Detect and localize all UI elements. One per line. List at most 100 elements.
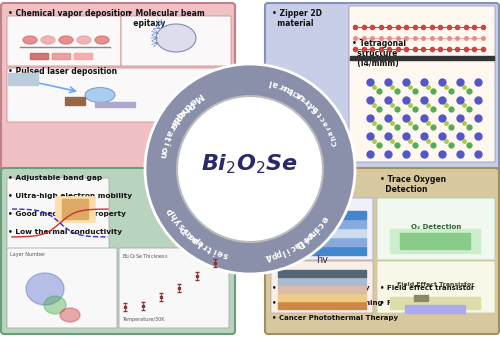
- Text: • Ultrafast spectroscopy: • Ultrafast spectroscopy: [272, 285, 370, 291]
- Bar: [390, 229, 480, 253]
- FancyBboxPatch shape: [349, 60, 495, 162]
- Text: a: a: [328, 129, 335, 136]
- Text: i: i: [306, 99, 311, 105]
- Text: t: t: [316, 111, 323, 117]
- Ellipse shape: [44, 296, 66, 314]
- FancyBboxPatch shape: [7, 68, 231, 122]
- Text: n: n: [308, 227, 318, 237]
- Text: s: s: [312, 224, 321, 233]
- Bar: [8, 73, 38, 85]
- Text: s: s: [222, 250, 229, 259]
- Text: a: a: [169, 117, 180, 127]
- FancyBboxPatch shape: [1, 168, 235, 334]
- Bar: [62, 199, 88, 219]
- Text: a: a: [272, 79, 280, 89]
- Text: l: l: [280, 247, 286, 256]
- Text: • Molecular beam: • Molecular beam: [128, 9, 205, 18]
- FancyBboxPatch shape: [271, 261, 373, 313]
- Text: a: a: [164, 128, 174, 137]
- Bar: [278, 229, 366, 237]
- Text: i: i: [292, 89, 298, 95]
- FancyBboxPatch shape: [271, 198, 373, 260]
- Text: e: e: [300, 233, 310, 244]
- Text: i: i: [160, 141, 170, 146]
- Text: Detection: Detection: [380, 185, 428, 194]
- Text: e: e: [188, 95, 198, 106]
- Text: d: d: [170, 114, 181, 124]
- Text: material: material: [272, 19, 314, 28]
- Text: t: t: [288, 86, 296, 95]
- Text: r: r: [302, 95, 311, 105]
- Text: p: p: [270, 250, 278, 260]
- Bar: [74, 53, 92, 59]
- Text: a: a: [190, 234, 200, 244]
- FancyBboxPatch shape: [377, 198, 495, 260]
- FancyBboxPatch shape: [7, 248, 117, 328]
- Text: i: i: [311, 225, 320, 234]
- Bar: [278, 247, 366, 255]
- Text: Bi$_2$O$_2$Se: Bi$_2$O$_2$Se: [202, 152, 298, 176]
- Text: S: S: [310, 103, 320, 114]
- Circle shape: [145, 64, 355, 274]
- Text: e: e: [216, 248, 224, 258]
- Text: s: s: [282, 84, 288, 91]
- Bar: [278, 211, 366, 219]
- Text: c: c: [186, 230, 196, 240]
- Text: r: r: [180, 103, 190, 113]
- Bar: [52, 53, 70, 59]
- Text: t: t: [296, 92, 302, 98]
- Text: hv: hv: [316, 255, 328, 265]
- Text: Layer Number: Layer Number: [10, 252, 45, 257]
- Text: s: s: [177, 221, 187, 231]
- FancyBboxPatch shape: [265, 3, 499, 172]
- Bar: [278, 270, 366, 277]
- Text: Field Effect Transistor: Field Effect Transistor: [398, 282, 474, 287]
- Text: • Pulsed laser deposition: • Pulsed laser deposition: [8, 67, 117, 76]
- Text: u: u: [297, 91, 307, 102]
- Text: • Photodetector: • Photodetector: [272, 175, 342, 184]
- FancyBboxPatch shape: [7, 16, 121, 66]
- Text: • Field effect transistor: • Field effect transistor: [380, 285, 474, 291]
- Bar: [95, 102, 135, 107]
- Text: • Low thermal conductivity: • Low thermal conductivity: [8, 229, 122, 235]
- Text: • Terahertz Wave Switching: • Terahertz Wave Switching: [272, 300, 382, 306]
- Text: o: o: [186, 231, 197, 242]
- Text: t: t: [184, 100, 193, 110]
- Ellipse shape: [156, 24, 196, 52]
- Text: e: e: [318, 214, 329, 224]
- Bar: [278, 302, 366, 309]
- Text: • Tetragonal: • Tetragonal: [352, 39, 406, 48]
- Text: e: e: [312, 106, 320, 113]
- Text: r: r: [326, 125, 332, 130]
- Text: c: c: [288, 242, 296, 252]
- Text: P: P: [166, 206, 177, 216]
- Text: A: A: [264, 251, 272, 261]
- Text: r: r: [278, 81, 285, 91]
- Text: epitaxy: epitaxy: [128, 19, 166, 28]
- Text: p: p: [172, 112, 183, 122]
- Text: O₂ Detection: O₂ Detection: [411, 224, 461, 230]
- Bar: [400, 233, 470, 249]
- Bar: [405, 305, 465, 313]
- Text: a: a: [292, 240, 302, 250]
- Text: a: a: [322, 119, 330, 126]
- Text: i: i: [301, 235, 309, 243]
- Text: r: r: [201, 241, 209, 251]
- Bar: [55, 196, 95, 222]
- Text: P: P: [178, 223, 190, 234]
- Text: c: c: [286, 86, 293, 93]
- Text: i: i: [284, 245, 291, 254]
- Text: l: l: [268, 78, 272, 87]
- Text: r: r: [166, 123, 176, 131]
- Text: s: s: [168, 120, 178, 129]
- Text: e: e: [176, 107, 186, 118]
- Text: i: i: [182, 226, 190, 235]
- Ellipse shape: [59, 36, 73, 44]
- Text: r: r: [183, 228, 192, 237]
- Text: t: t: [162, 134, 172, 142]
- Text: • Zipper 2D: • Zipper 2D: [272, 9, 322, 18]
- Bar: [278, 220, 366, 228]
- Bar: [278, 238, 366, 246]
- Text: p: p: [191, 234, 201, 245]
- Text: P: P: [184, 98, 195, 110]
